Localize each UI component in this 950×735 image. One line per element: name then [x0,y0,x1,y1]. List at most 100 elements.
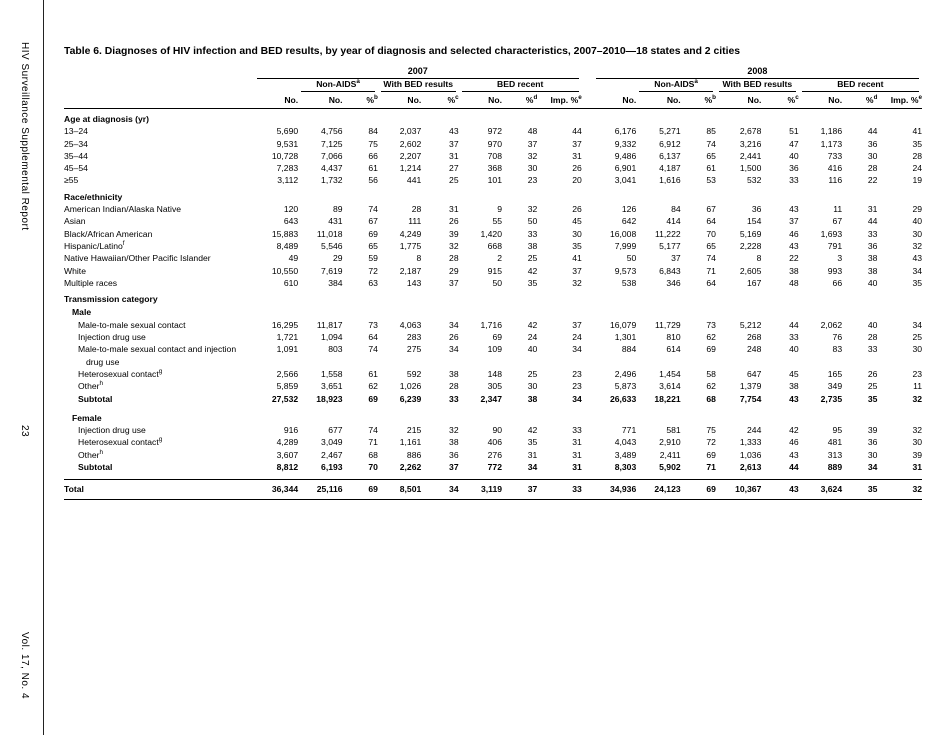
value-cell: 76 [832,332,843,343]
value-cell: 275 [406,344,422,355]
value-cell: 67 [368,216,378,227]
value-cell: 37 [671,253,681,264]
value-cell: 772 [487,462,502,473]
value-cell: 37 [449,138,459,149]
year-header: 2008 [582,66,922,79]
value-cell: 3,651 [321,381,343,392]
value-cell: 69 [368,228,378,239]
data-row: Asian 643 431 67 111 26 55 50 45 642 414 64 154 37 67 4… [64,215,922,227]
value-cell: 10,728 [271,150,299,161]
data-row: Hispanic/Latinof 8,489 5,546 65 1,775 32 668 38… [64,240,922,252]
value-cell: 85 [706,126,716,137]
total-no-spacer [254,79,298,92]
value-cell: 15,883 [271,228,299,239]
column-group-header: BED recent [459,79,582,92]
section-label: Age at diagnosis (yr) [64,114,149,124]
value-cell: 592 [406,368,422,379]
value-cell: 7,619 [321,265,343,276]
value-cell: 48 [789,277,799,288]
page-margin-sidebar: HIV Surveillance Supplemental Report 23 … [19,0,30,735]
value-cell: 283 [406,332,422,343]
subsection-label: Male [72,307,92,318]
value-cell: 55 [492,216,502,227]
value-cell: 9,486 [614,150,637,161]
value-cell: 53 [706,175,716,186]
value-cell: 7,066 [321,150,343,161]
value-cell: 346 [666,277,681,288]
value-cell: 44 [789,319,799,330]
value-cell: 40 [527,344,538,355]
value-cell: 61 [368,163,378,174]
column-header: Imp. %e [537,92,582,109]
value-cell: 3,607 [276,449,299,460]
value-cell: 481 [827,437,843,448]
value-cell: 431 [328,216,343,227]
value-cell: 154 [747,216,762,227]
column-header: No. [377,92,422,109]
value-cell: 5,177 [659,240,681,251]
value-cell: 35 [527,277,538,288]
data-row: Multiple races 610 384 63 143 37 50 35 32 538 346 6… [64,277,922,289]
value-cell: 610 [283,277,299,288]
value-cell: 74 [706,138,716,149]
value-cell: 64 [706,277,716,288]
value-cell: 95 [832,425,843,436]
column-header: No. [298,92,343,109]
value-cell: 7,754 [739,393,762,404]
value-cell: 889 [827,462,843,473]
value-cell: 71 [368,437,378,448]
column-group-header: Non-AIDSa [298,78,378,92]
value-cell: 32 [449,425,459,436]
column-group-header: BED recent [799,79,922,92]
value-cell: 46 [789,437,799,448]
column-header-row: No. No. %b No. %c No. %d Imp. %e No. No. %b No. %c No… [64,92,922,109]
data-row: 45–54 7,283 4,437 61 1,214 27 368 30 26 6,901 4,18… [64,162,922,174]
value-cell: 2,228 [739,240,762,251]
row-label: Male-to-male sexual contact [78,319,186,330]
data-row: 13–24 5,690 4,756 84 2,037 43 972 48 44 6,176 5,27… [64,125,922,137]
data-row: ≥55 3,112 1,732 56 441 25 101 23 20 3,041 1,616 53 5… [64,174,922,186]
section-header-row: Transmission category [64,289,922,305]
data-row: Injection drug use 1,721 1,094 64 283 26 69 24 2… [64,331,922,343]
value-cell: 2,037 [399,126,422,137]
value-cell: 2,605 [739,265,762,276]
value-cell: 72 [706,437,716,448]
value-cell: 41 [912,126,922,137]
row-label: 13–24 [64,126,88,137]
value-cell: 65 [706,240,716,251]
value-cell: 414 [666,216,681,227]
value-cell: 83 [832,344,843,355]
column-header: Imp. %e [877,92,922,109]
value-cell: 109 [487,344,502,355]
value-cell: 72 [368,265,378,276]
value-cell: 32 [912,425,922,436]
value-cell: 2,467 [321,449,343,460]
value-cell: 27,532 [271,393,299,404]
value-cell: 66 [832,277,843,288]
value-cell: 36 [867,240,878,251]
value-cell: 34,936 [581,478,637,501]
value-cell: 167 [747,277,762,288]
value-cell: 2,496 [614,368,637,379]
data-row: Male-to-male sexual contact and injectio… [64,343,922,368]
value-cell: 1,094 [321,332,343,343]
value-cell: 3,119 [458,478,502,501]
value-cell: 368 [487,163,502,174]
value-cell: 268 [747,332,762,343]
value-cell: 4,063 [399,319,422,330]
value-cell: 64 [706,216,716,227]
value-cell: 24 [527,332,538,343]
value-cell: 1,026 [399,381,422,392]
value-cell: 4,437 [321,163,343,174]
group-header-row: Non-AIDSa With BED results BED recent Non-A… [64,78,922,92]
value-cell: 11 [833,204,843,215]
value-cell: 7,283 [276,163,299,174]
value-cell: 647 [747,368,762,379]
data-row: White 10,550 7,619 72 2,187 29 915 42 37 9,573 6,8… [64,265,922,277]
value-cell: 24 [572,332,582,343]
row-label: American Indian/Alaska Native [64,204,182,215]
value-cell: 416 [827,163,843,174]
value-cell: 65 [368,240,378,251]
value-cell: 62 [706,381,716,392]
value-cell: 349 [827,381,843,392]
